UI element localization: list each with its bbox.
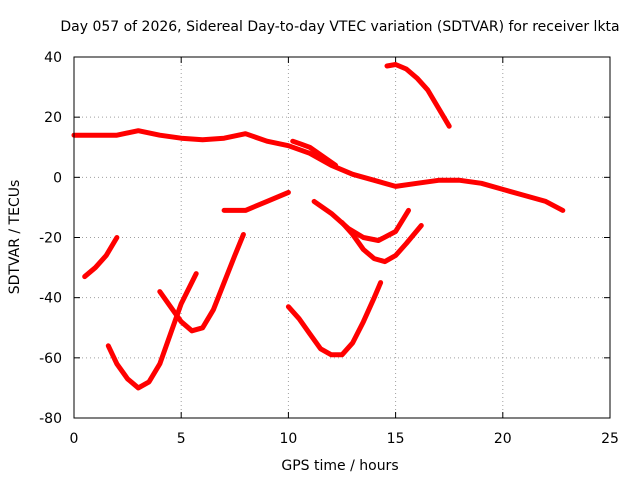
y-tick-label: -80: [39, 411, 62, 427]
series-line-arc-10: [339, 220, 424, 265]
chart-title: Day 057 of 2026, Sidereal Day-to-day VTE…: [60, 19, 619, 35]
y-tick-label: 20: [44, 110, 62, 126]
x-tick-label: 5: [177, 431, 186, 447]
x-axis-label: GPS time / hours: [281, 458, 398, 474]
series-line-arc-6: [157, 232, 246, 334]
series-line-arc-8: [285, 280, 384, 358]
series-line-arc-2: [290, 138, 339, 168]
y-tick-label: 0: [53, 170, 62, 186]
series-line-arc-9: [311, 198, 411, 243]
series-line-arc-5: [105, 271, 199, 391]
y-tick-label: -20: [39, 231, 62, 247]
y-tick-label: -60: [39, 351, 62, 367]
y-axis-label: SDTVAR / TECUs: [7, 180, 23, 295]
series-line-arc-4: [82, 235, 120, 280]
grid: [74, 57, 610, 418]
y-tick-label: -40: [39, 291, 62, 307]
x-tick-label: 15: [387, 431, 405, 447]
x-tick-label: 0: [70, 431, 79, 447]
plot-frame: [73, 56, 611, 419]
x-tick-label: 10: [279, 431, 297, 447]
y-tick-label: 40: [44, 50, 62, 66]
axis-ticks: 0 5 10 15 20 25 -80 -60 -40 -20 0 20 40: [39, 50, 619, 447]
x-tick-label: 25: [601, 431, 619, 447]
data-series: [71, 62, 566, 391]
series-line-arc-3: [384, 62, 452, 129]
x-tick-label: 20: [494, 431, 512, 447]
series-line-arc-1: [71, 128, 566, 213]
series-line-arc-7: [221, 189, 291, 213]
